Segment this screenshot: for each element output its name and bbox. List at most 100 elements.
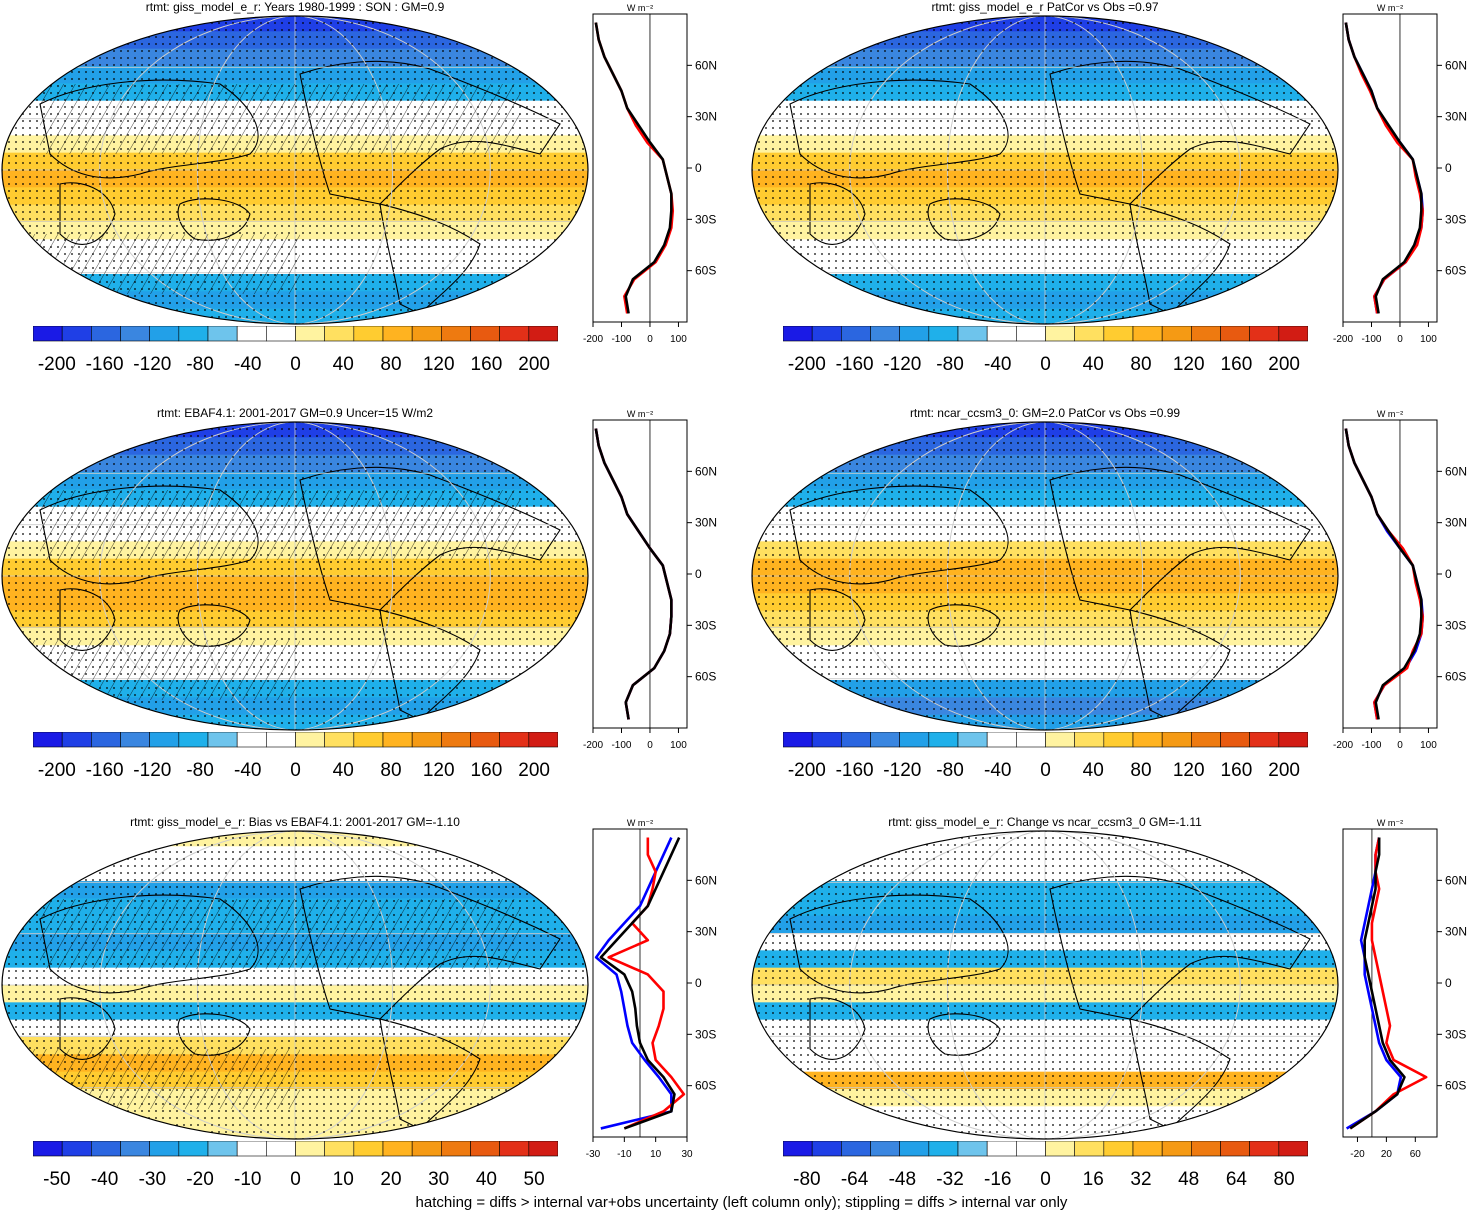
colorbar-swatch	[499, 1141, 530, 1157]
colorbar-tick-label: -160	[85, 354, 124, 375]
colorbar-swatch	[411, 732, 442, 748]
colorbar-tick-label: 30	[428, 1169, 450, 1190]
colorbar-swatch	[149, 326, 180, 342]
map-title: rtmt: giss_model_e_r PatCor vs Obs =0.97	[931, 0, 1159, 14]
x-tick-label: 100	[670, 334, 687, 345]
colorbar-tick-label: 160	[470, 354, 503, 375]
colorbar-swatch	[91, 326, 121, 342]
x-tick-label: 0	[1397, 334, 1403, 345]
y-tick-label: 30N	[695, 110, 717, 124]
hatching-overlay	[40, 899, 520, 969]
colorbar-tick-label: 40	[332, 354, 354, 375]
colorbar-tick-label: -40	[234, 354, 262, 375]
panel-middle-right: rtmt: ncar_ccsm3_0: GM=2.0 PatCor vs Obs…	[750, 406, 1483, 806]
colorbar-tick-label: 160	[1220, 354, 1253, 375]
colorbar-tick-label: -120	[133, 760, 172, 781]
colorbar-swatch	[1074, 326, 1105, 342]
colorbar-tick-label: 16	[1082, 1169, 1104, 1190]
model-series-line	[594, 428, 673, 720]
colorbar-swatch	[1249, 1141, 1280, 1157]
colorbar-swatch	[1220, 1141, 1250, 1157]
colorbar-tick-label: -50	[43, 1169, 71, 1190]
hatching-overlay	[2, 640, 300, 700]
colorbar-swatch	[811, 326, 842, 342]
colorbar	[33, 326, 558, 342]
colorbar-swatch	[783, 1141, 813, 1157]
colorbar-tick-label: 200	[1268, 354, 1300, 375]
x-tick-label: -20	[1350, 1149, 1365, 1160]
panel-top-left: rtmt: giss_model_e_r: Years 1980-1999 : …	[0, 0, 740, 400]
y-tick-label: 60S	[695, 264, 716, 278]
colorbar-swatch	[870, 1141, 900, 1157]
y-tick-label: 0	[1445, 567, 1452, 581]
colorbar-swatch	[1278, 1141, 1308, 1157]
reference-series-line	[594, 837, 673, 1130]
colorbar-swatch	[1220, 732, 1250, 748]
y-tick-label: 60S	[1445, 264, 1466, 278]
map-border	[1, 421, 589, 731]
colorbar-swatch	[1132, 326, 1163, 342]
map-title: rtmt: giss_model_e_r: Change vs ncar_ccs…	[888, 815, 1202, 829]
colorbar-tick-label: -80	[186, 760, 214, 781]
colorbar-swatch	[207, 326, 238, 342]
colorbar-tick-label: -160	[835, 354, 874, 375]
panel-middle-left: rtmt: EBAF4.1: 2001-2017 GM=0.9 Uncer=15…	[0, 406, 740, 806]
zonal-mean-profile: W m⁻² 60N 30N 0 30S 60S -30 -10 10 30	[586, 818, 717, 1160]
colorbar-swatch	[899, 732, 930, 748]
colorbar-swatch	[811, 732, 842, 748]
map-title: rtmt: giss_model_e_r: Years 1980-1999 : …	[145, 0, 445, 14]
colorbar-tick-label: -80	[186, 354, 214, 375]
colorbar-swatch	[295, 326, 325, 342]
colorbar-swatch	[1249, 326, 1280, 342]
colorbar-tick-label: -200	[787, 760, 826, 781]
colorbar-swatch	[470, 732, 500, 748]
x-tick-label: -200	[1333, 740, 1353, 751]
colorbar-tick-label: 80	[380, 760, 402, 781]
global-map	[1, 830, 589, 1140]
colorbar-tick-label: -120	[883, 760, 922, 781]
colorbar-swatch	[1045, 732, 1075, 748]
colorbar-swatch	[870, 326, 900, 342]
colorbar-swatch	[1278, 326, 1308, 342]
colorbar-swatch	[1161, 732, 1192, 748]
colorbar-swatch	[178, 1141, 209, 1157]
observed-series-line	[594, 22, 673, 314]
x-tick-label: 0	[647, 740, 653, 751]
y-tick-label: 30S	[1445, 212, 1466, 226]
y-tick-label: 30S	[1445, 1027, 1466, 1041]
unit-label: W m⁻²	[1377, 3, 1403, 13]
colorbar-swatch	[411, 326, 442, 342]
colorbar-swatch	[1016, 1141, 1046, 1157]
colorbar-swatch	[61, 1141, 92, 1157]
colorbar-tick-label: 160	[470, 760, 503, 781]
zonal-mean-profile: W m⁻² 60N 30N 0 30S 60S -200 -100 0 100	[583, 3, 717, 345]
colorbar-swatch	[470, 1141, 500, 1157]
x-tick-label: -200	[583, 334, 603, 345]
colorbar-tick-label: 0	[290, 760, 301, 781]
colorbar	[33, 1141, 558, 1157]
colorbar-tick-label: -40	[234, 760, 262, 781]
map-title: rtmt: EBAF4.1: 2001-2017 GM=0.9 Uncer=15…	[156, 406, 434, 420]
reference-series-line	[1345, 837, 1403, 1130]
y-tick-label: 60S	[695, 670, 716, 684]
colorbar-tick-label: -80	[793, 1169, 821, 1190]
y-tick-label: 30N	[1445, 925, 1467, 939]
colorbar-swatch	[178, 732, 209, 748]
colorbar-swatch	[1103, 1141, 1134, 1157]
x-tick-label: 30	[681, 1149, 693, 1160]
global-map	[1, 15, 589, 325]
colorbar-swatch	[324, 1141, 355, 1157]
colorbar-swatch	[61, 326, 92, 342]
colorbar-tick-label: 0	[290, 1169, 301, 1190]
y-tick-label: 0	[1445, 161, 1452, 175]
colorbar-tick-label: 40	[475, 1169, 497, 1190]
panel-top-right: rtmt: giss_model_e_r PatCor vs Obs =0.97…	[750, 0, 1483, 400]
colorbar-swatch	[1103, 732, 1134, 748]
unit-label: W m⁻²	[627, 409, 653, 419]
colorbar-tick-label: -160	[85, 760, 124, 781]
y-tick-label: 30N	[695, 516, 717, 530]
x-tick-label: -100	[1361, 334, 1381, 345]
colorbar-tick-label: 0	[1040, 354, 1051, 375]
colorbar-swatch	[783, 326, 813, 342]
colorbar-swatch	[928, 732, 959, 748]
